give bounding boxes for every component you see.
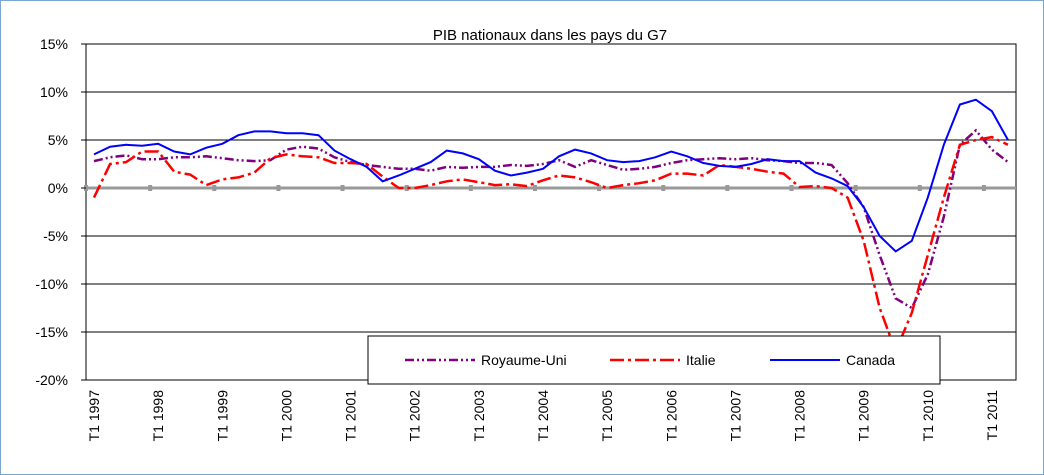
x-tick [853,185,858,191]
legend-label: Royaume-Uni [481,352,567,368]
x-tick-label: T1 2005 [599,390,615,442]
y-tick-label: 0% [48,180,68,196]
x-tick [468,185,473,191]
plot-area [85,43,1017,381]
x-tick [148,185,153,191]
x-tick [661,185,666,191]
x-tick [789,185,794,191]
x-tick [981,185,986,191]
x-tick-label: T1 2008 [792,390,808,442]
x-tick-label: T1 1998 [150,390,166,442]
x-tick [597,185,602,191]
x-tick [917,185,922,191]
x-tick [532,185,537,191]
x-tick-label: T1 2004 [535,390,551,442]
x-tick-label: T1 1997 [86,390,102,442]
x-tick-label: T1 2003 [471,390,487,442]
x-tick-label: T1 1999 [214,390,230,442]
lines [92,98,1009,355]
y-tick-label: 5% [48,132,68,148]
legend: Royaume-Uni Italie Canada [367,335,941,385]
x-tick-label: T1 2010 [920,390,936,442]
y-tick-label: 15% [40,36,68,52]
y-tick-label: 10% [40,84,68,100]
x-tick-label: T1 2007 [727,390,743,442]
y-tick-label: -15% [35,324,68,340]
series-line [93,98,1009,253]
x-tick-label: T1 2006 [663,390,679,442]
x-tick-label: T1 2000 [278,390,294,442]
x-tick [725,185,730,191]
x-tick [404,185,409,191]
x-tick [212,185,217,191]
y-tick-label: -10% [35,276,68,292]
x-tick-label: T1 2001 [343,390,359,442]
x-tick [340,185,345,191]
x-tick-label: T1 2002 [407,390,423,442]
legend-label: Italie [686,352,716,368]
x-tick [276,185,281,191]
legend-label: Canada [846,352,895,368]
y-tick-label: -5% [43,228,68,244]
x-tick-label: T1 2011 [984,390,1000,441]
x-tick-label: T1 2009 [856,390,872,442]
chart-title: PIB nationaux dans les pays du G7 [433,27,667,44]
y-tick-label: -20% [35,372,68,388]
